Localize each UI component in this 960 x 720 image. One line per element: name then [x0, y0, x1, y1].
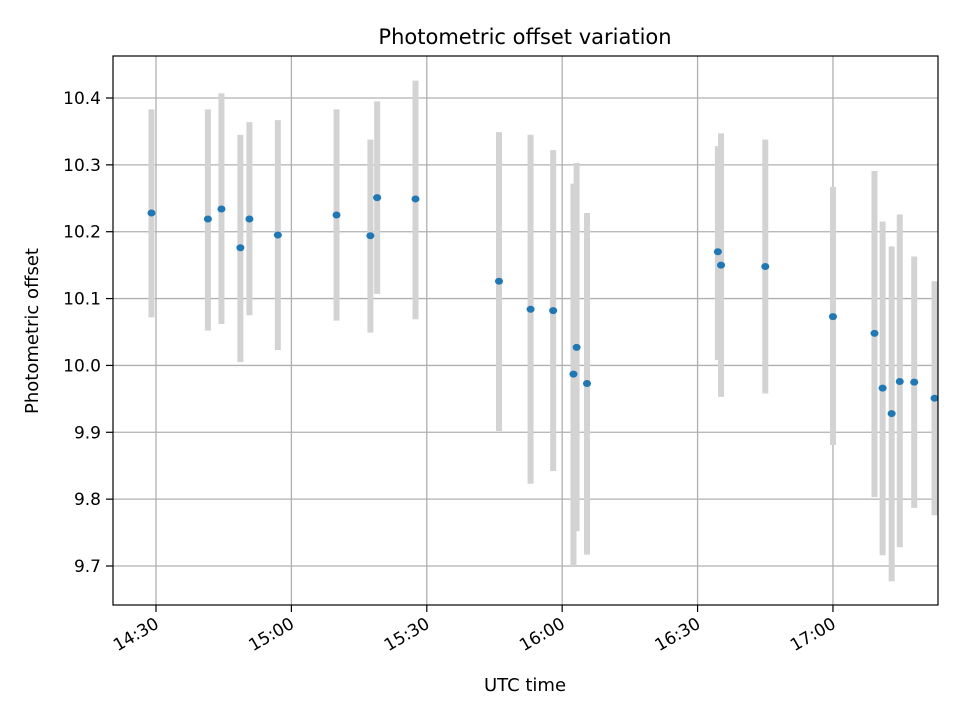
y-tick-label: 10.4	[63, 89, 101, 109]
data-point	[569, 370, 578, 378]
data-point	[203, 215, 212, 223]
data-point	[526, 305, 535, 313]
data-point	[366, 232, 375, 240]
y-tick-label: 10.1	[63, 290, 101, 310]
data-point	[761, 262, 770, 270]
y-tick-label: 10.0	[63, 356, 101, 376]
data-point	[332, 211, 341, 219]
data-point	[713, 248, 722, 256]
data-point	[828, 313, 837, 321]
data-point	[583, 379, 592, 387]
data-point	[494, 277, 503, 285]
x-axis-label: UTC time	[484, 675, 566, 696]
data-point	[147, 209, 156, 217]
data-point	[870, 329, 879, 337]
data-points	[147, 194, 939, 418]
data-point	[217, 205, 226, 213]
data-point	[236, 244, 245, 252]
data-point	[411, 195, 420, 203]
data-point	[895, 377, 904, 385]
data-point	[373, 194, 382, 202]
data-point	[717, 261, 726, 269]
y-tick-label: 9.9	[74, 423, 101, 443]
data-point	[549, 307, 558, 315]
y-axis-label: Photometric offset	[22, 248, 43, 414]
y-tick-label: 10.3	[63, 156, 101, 176]
y-tick-label: 9.7	[74, 557, 101, 577]
data-point	[910, 378, 919, 386]
data-point	[572, 343, 581, 351]
data-point	[887, 410, 896, 418]
chart-title: Photometric offset variation	[378, 25, 671, 49]
y-axis-ticks: 9.7 9.8 9.9 10.0 10.1 10.2 10.3 10.4	[63, 89, 113, 577]
data-point	[245, 215, 254, 223]
data-point	[878, 384, 887, 392]
plot-frame	[112, 55, 939, 606]
data-point	[273, 231, 282, 239]
y-tick-label: 9.8	[74, 490, 101, 510]
data-point	[930, 394, 939, 402]
y-tick-label: 10.2	[63, 223, 101, 243]
